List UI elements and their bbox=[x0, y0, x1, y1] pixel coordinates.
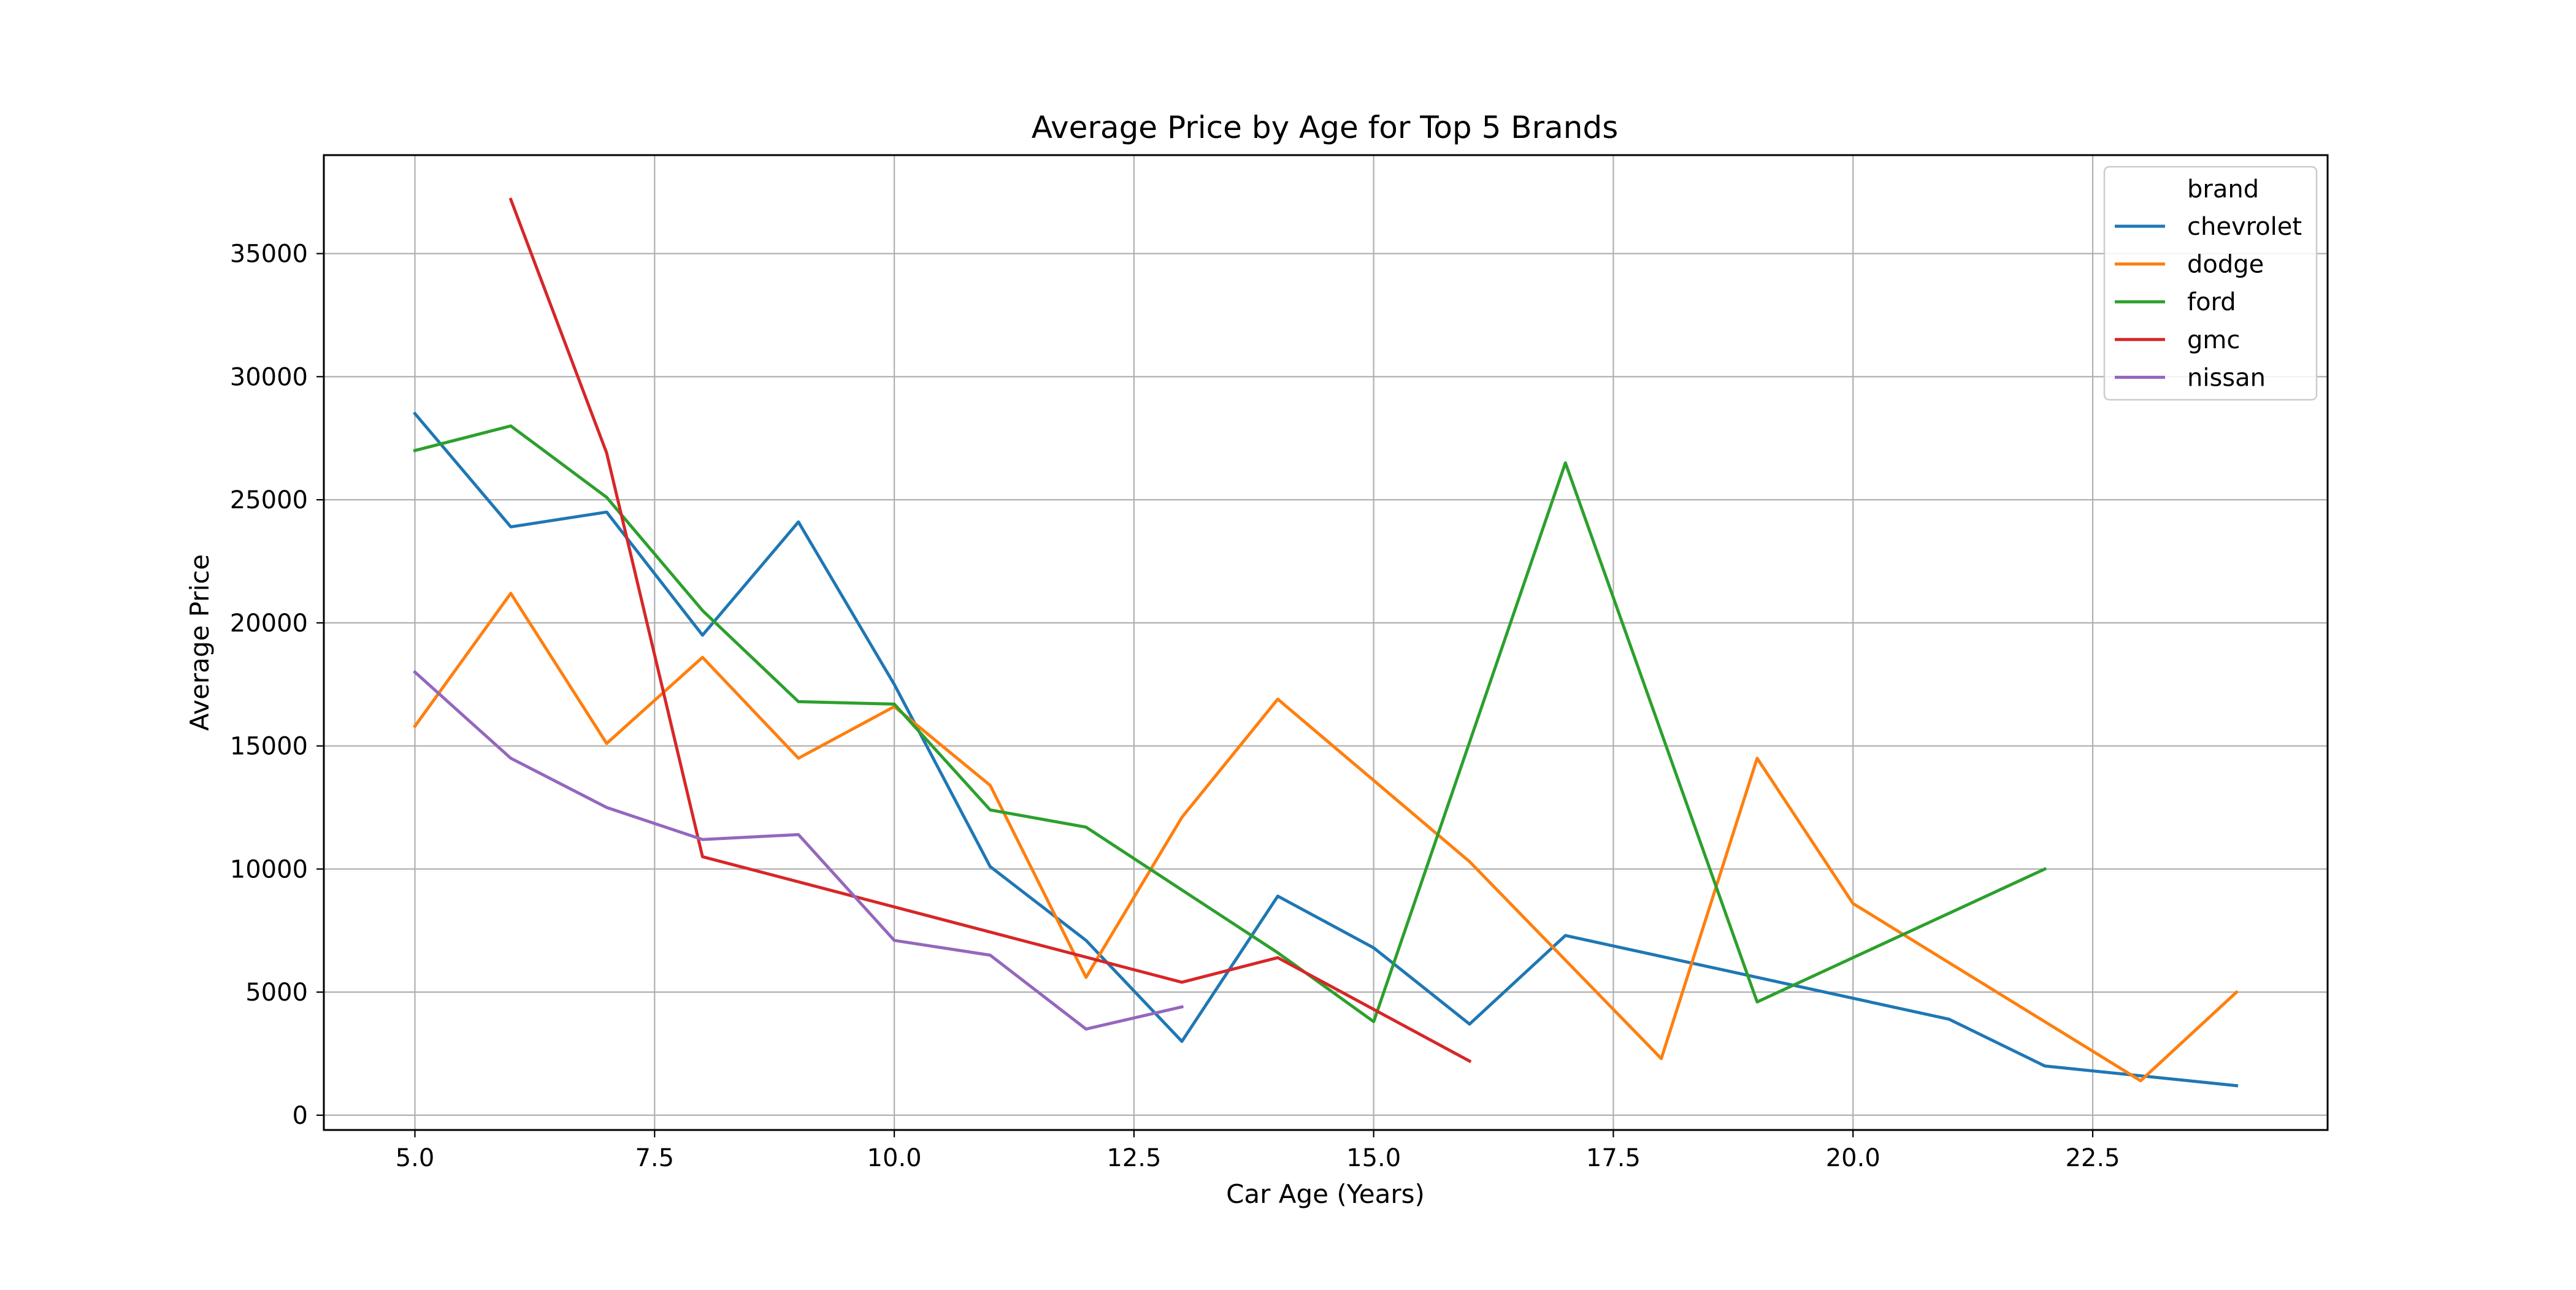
y-axis-label: Average Price bbox=[185, 554, 215, 731]
y-tick-label: 10000 bbox=[230, 855, 308, 884]
series-line-ford bbox=[413, 424, 2047, 1023]
x-tick-label: 22.5 bbox=[2065, 1144, 2120, 1172]
y-tick-label: 15000 bbox=[230, 733, 308, 761]
x-tick-label: 5.0 bbox=[396, 1144, 435, 1172]
legend: brand chevrolet dodge ford gmc nissan bbox=[2103, 166, 2318, 401]
y-tick-label: 20000 bbox=[230, 609, 308, 638]
legend-title: brand bbox=[2187, 175, 2259, 204]
x-tick-label: 15.0 bbox=[1346, 1144, 1401, 1172]
legend-label-chevrolet: chevrolet bbox=[2187, 213, 2302, 241]
x-tick-label: 7.5 bbox=[635, 1144, 674, 1172]
x-axis-ticks: 5.0 7.5 10.0 12.5 15.0 17.5 20.0 22.5 bbox=[396, 1130, 2120, 1172]
y-axis-ticks: 0 5000 10000 15000 20000 25000 30000 35000 bbox=[230, 240, 324, 1130]
x-tick-label: 20.0 bbox=[1826, 1144, 1880, 1172]
y-tick-label: 5000 bbox=[245, 979, 308, 1007]
x-tick-label: 12.5 bbox=[1106, 1144, 1161, 1172]
y-tick-label: 30000 bbox=[230, 363, 308, 391]
series-line-nissan bbox=[412, 670, 1184, 1031]
y-tick-label: 35000 bbox=[230, 240, 308, 269]
grid bbox=[324, 155, 2328, 1130]
legend-label-gmc: gmc bbox=[2187, 326, 2240, 354]
x-tick-label: 17.5 bbox=[1586, 1144, 1641, 1172]
y-tick-label: 0 bbox=[293, 1102, 308, 1130]
series-line-dodge bbox=[413, 592, 2239, 1083]
series-lines bbox=[412, 197, 2239, 1088]
series-line-gmc bbox=[508, 197, 1472, 1063]
legend-label-nissan: nissan bbox=[2187, 364, 2266, 392]
y-tick-label: 25000 bbox=[230, 486, 308, 514]
legend-label-dodge: dodge bbox=[2187, 251, 2264, 279]
series-line-chevrolet bbox=[412, 411, 2239, 1088]
chart-title: Average Price by Age for Top 5 Brands bbox=[1032, 110, 1619, 145]
x-tick-label: 10.0 bbox=[867, 1144, 922, 1172]
legend-label-ford: ford bbox=[2187, 288, 2236, 316]
plot-frame bbox=[323, 154, 2329, 1131]
x-axis-label: Car Age (Years) bbox=[1226, 1179, 1425, 1209]
